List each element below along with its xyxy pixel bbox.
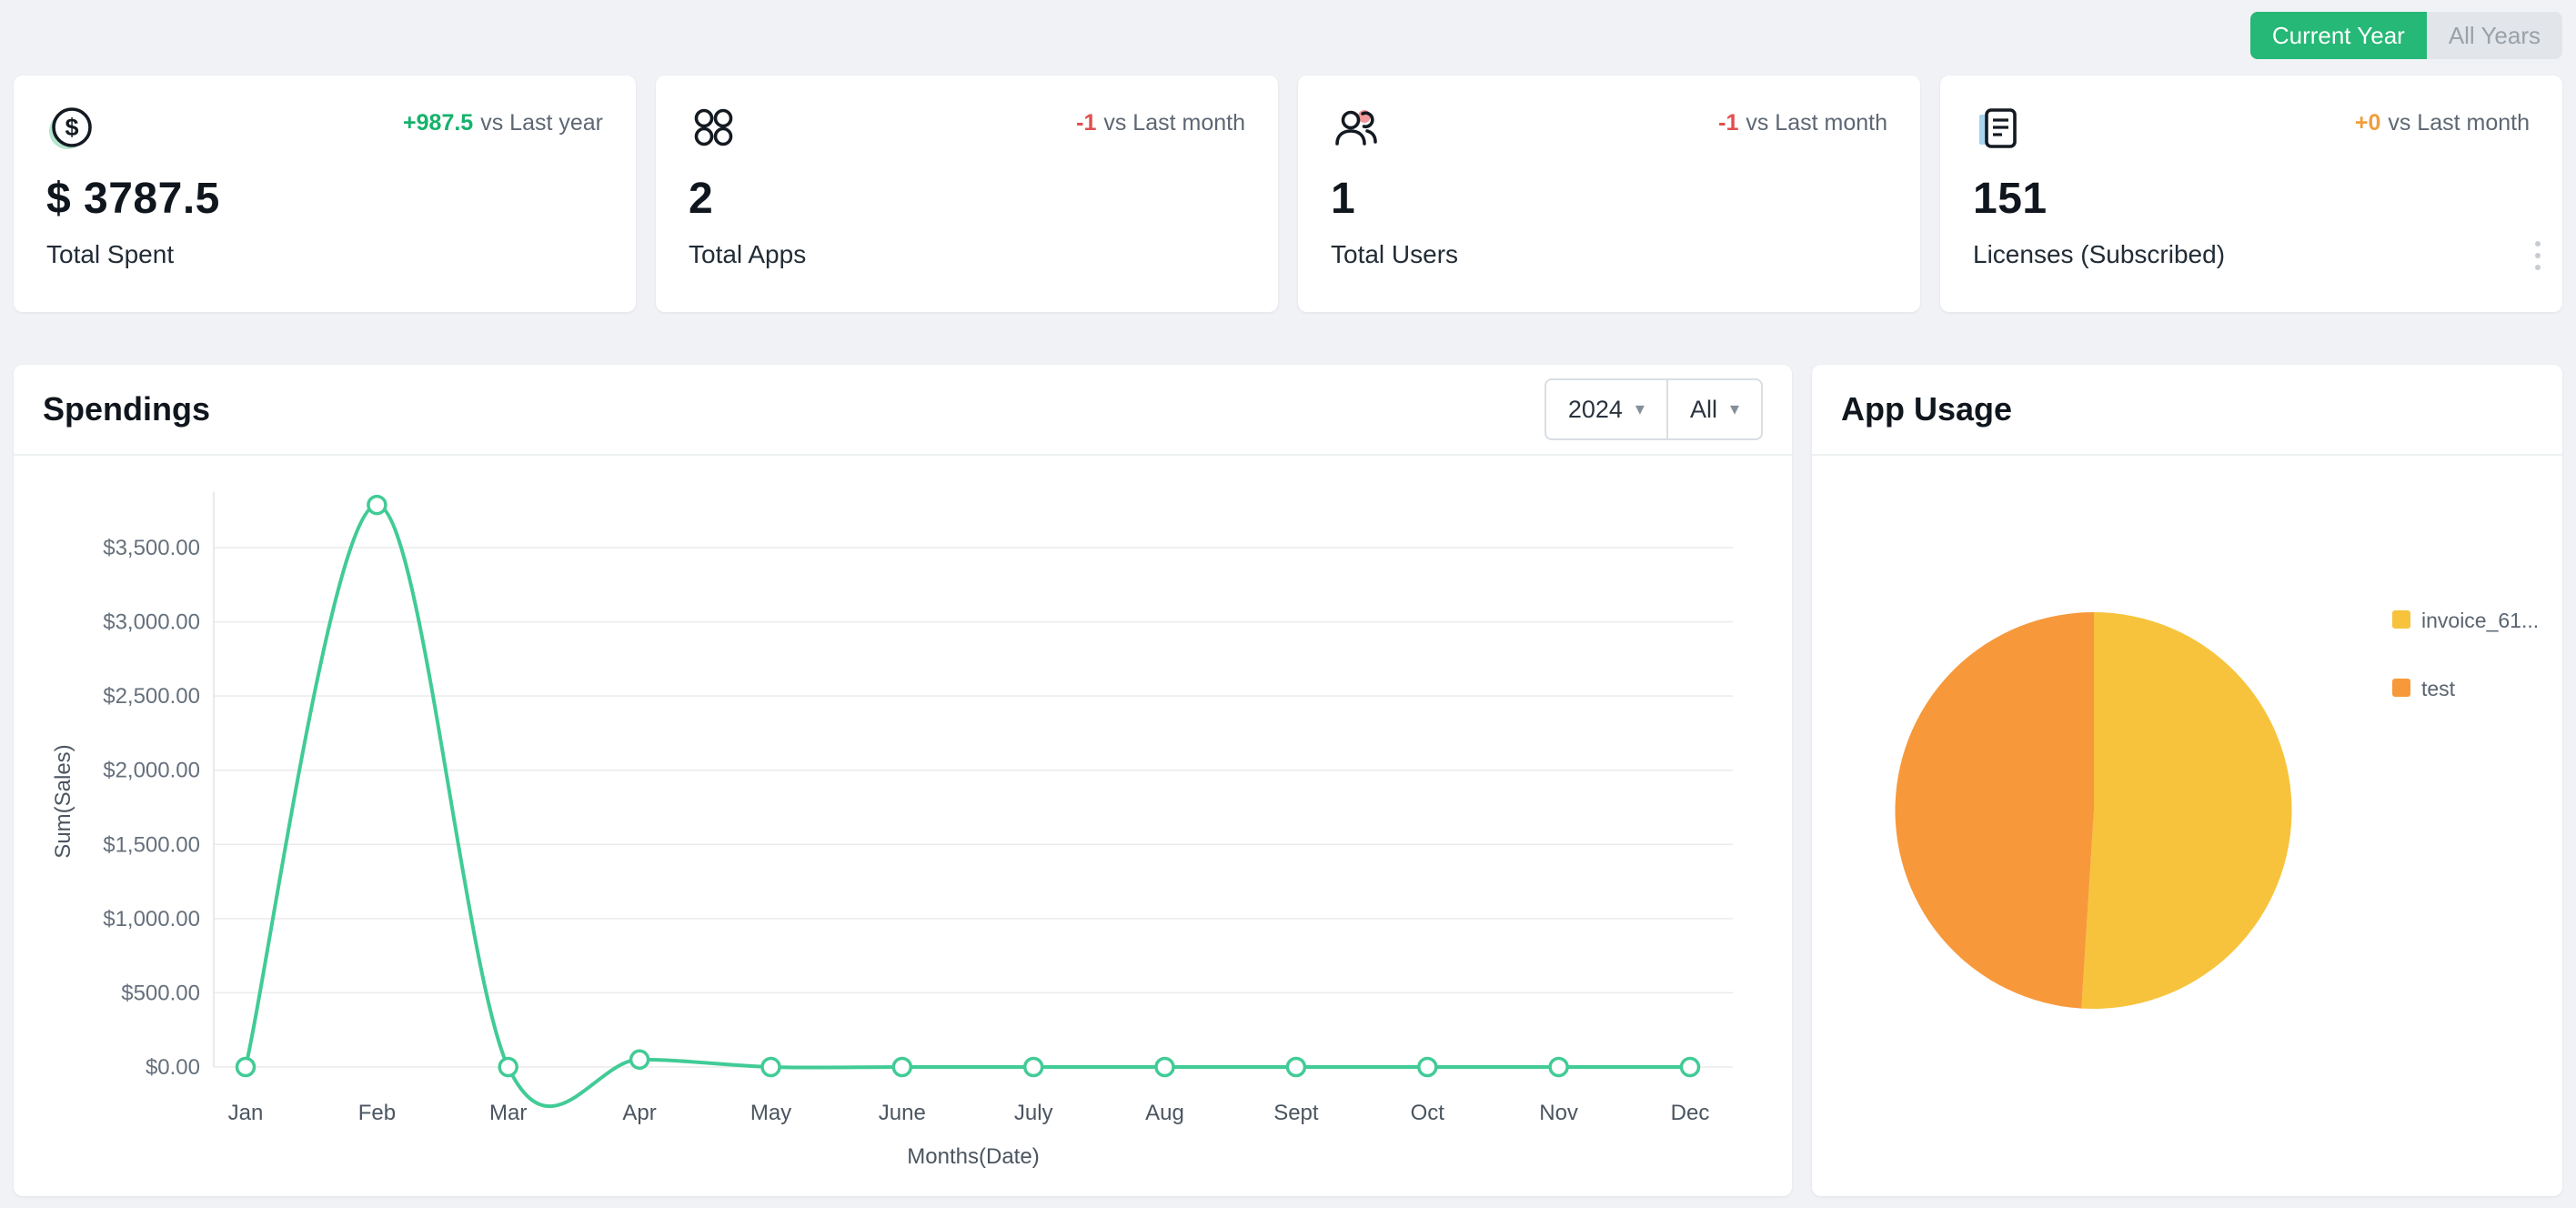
svg-text:$2,000.00: $2,000.00 xyxy=(103,759,200,783)
delta-text: -1 vs Last month xyxy=(1076,110,1245,136)
legend-swatch xyxy=(2392,679,2410,697)
delta-text: +0 vs Last month xyxy=(2354,110,2530,136)
delta-text: -1 vs Last month xyxy=(1718,110,1887,136)
year-filter-dropdown[interactable]: 2024 ▾ xyxy=(1567,395,1645,423)
svg-text:$3,500.00: $3,500.00 xyxy=(103,536,200,560)
current-year-button[interactable]: Current Year xyxy=(2249,12,2427,59)
stat-value: 1 xyxy=(1331,175,1356,223)
card-options-menu-icon[interactable] xyxy=(2530,236,2546,276)
spendings-line-chart: $0.00 $500.00 $1,000.00 $1,500.00 $2,000.00 $… xyxy=(51,492,1733,1169)
svg-text:Nov: Nov xyxy=(1539,1101,1578,1125)
all-years-button[interactable]: All Years xyxy=(2426,12,2562,59)
legend-item-test[interactable]: test xyxy=(2392,677,2539,701)
main-content: Spendings 2024 ▾ All ▾ $0.00 $500.00 $1,00… xyxy=(14,365,2562,1196)
stat-label: Total Users xyxy=(1331,240,1459,268)
svg-text:$: $ xyxy=(65,114,78,141)
filter-divider xyxy=(1665,380,1668,438)
svg-text:Feb: Feb xyxy=(358,1101,396,1125)
stat-card-licenses: +0 vs Last month 151 Licenses (Subscribed… xyxy=(1940,76,2562,312)
users-icon xyxy=(1331,103,1382,154)
svg-text:$1,000.00: $1,000.00 xyxy=(103,907,200,931)
year-range-toggle: Current Year All Years xyxy=(2249,12,2562,59)
dollar-icon: $ xyxy=(46,103,97,154)
svg-text:July: July xyxy=(1014,1101,1053,1125)
app-usage-title: App Usage xyxy=(1841,390,2013,428)
svg-text:$2,500.00: $2,500.00 xyxy=(103,684,200,709)
svg-text:Oct: Oct xyxy=(1411,1101,1445,1125)
svg-text:Sept: Sept xyxy=(1273,1101,1319,1125)
svg-text:Months(Date): Months(Date) xyxy=(907,1144,1039,1169)
delta-text: +987.5 vs Last year xyxy=(403,110,603,136)
stat-label: Licenses (Subscribed) xyxy=(1973,240,2226,268)
stat-value: $ 3787.5 xyxy=(46,175,220,223)
stat-card-total-spent: $ +987.5 vs Last year $ 3787.5 Total Spen… xyxy=(14,76,636,312)
svg-text:$1,500.00: $1,500.00 xyxy=(103,832,200,857)
spendings-panel: Spendings 2024 ▾ All ▾ $0.00 $500.00 $1,00… xyxy=(14,365,1792,1196)
app-usage-pie-chart xyxy=(1895,611,2292,1009)
svg-text:Dec: Dec xyxy=(1671,1101,1710,1125)
svg-text:$500.00: $500.00 xyxy=(121,981,200,1005)
document-icon xyxy=(1973,103,2024,154)
app-filter-dropdown[interactable]: All ▾ xyxy=(1689,395,1739,423)
spendings-filters: 2024 ▾ All ▾ xyxy=(1544,378,1763,440)
svg-text:June: June xyxy=(879,1101,926,1125)
spendings-title: Spendings xyxy=(43,390,211,428)
svg-text:$0.00: $0.00 xyxy=(146,1055,200,1080)
app-usage-panel: App Usage invoice_61... test xyxy=(1812,365,2562,1196)
svg-text:Mar: Mar xyxy=(489,1101,527,1125)
legend-item-invoice[interactable]: invoice_61... xyxy=(2392,609,2539,633)
svg-text:$3,000.00: $3,000.00 xyxy=(103,610,200,635)
svg-text:Aug: Aug xyxy=(1145,1101,1184,1125)
chevron-down-icon: ▾ xyxy=(1729,399,1739,419)
stat-label: Total Spent xyxy=(46,240,175,268)
svg-text:Apr: Apr xyxy=(622,1101,656,1125)
chevron-down-icon: ▾ xyxy=(1635,399,1645,419)
stat-card-total-apps: -1 vs Last month 2 Total Apps xyxy=(656,76,1278,312)
pie-legend: invoice_61... test xyxy=(2392,609,2539,701)
stat-value: 2 xyxy=(689,175,714,223)
svg-text:Sum(Sales): Sum(Sales) xyxy=(51,744,75,858)
legend-swatch xyxy=(2392,610,2410,629)
apps-grid-icon xyxy=(689,103,740,154)
stat-value: 151 xyxy=(1973,175,2048,223)
stat-label: Total Apps xyxy=(689,240,807,268)
svg-text:May: May xyxy=(750,1101,791,1125)
stat-card-total-users: -1 vs Last month 1 Total Users xyxy=(1298,76,1920,312)
svg-text:Jan: Jan xyxy=(228,1101,264,1125)
stats-row: $ +987.5 vs Last year $ 3787.5 Total Spen… xyxy=(14,76,2562,312)
